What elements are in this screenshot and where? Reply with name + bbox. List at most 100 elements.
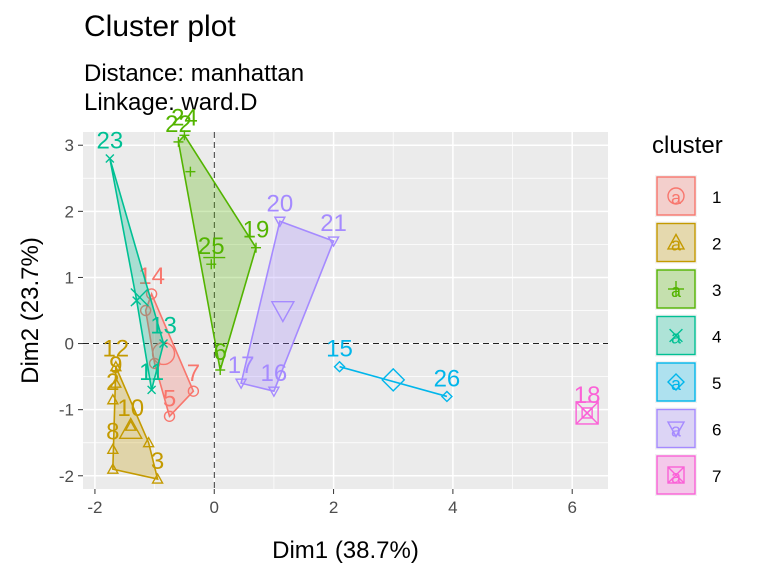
legend-label: 5 [712,374,721,393]
legend-key-bg [655,175,697,217]
legend-title: cluster [652,132,723,159]
chart-subtitle-linkage: Linkage: ward.D [84,89,258,116]
point-label: 2 [106,369,119,396]
y-tick-label: -1 [59,401,74,420]
data-point [327,236,340,248]
data-point [147,385,157,395]
y-tick-label: 3 [65,136,74,155]
data-point [179,130,190,141]
cluster-centroid [270,301,296,323]
data-point [215,365,226,375]
point-label: 9 [109,352,122,379]
data-point [151,472,164,484]
legend-key-marker [667,187,685,205]
data-point [139,304,152,317]
data-point [124,419,137,431]
data-point [333,360,346,373]
point-label: 20 [267,190,294,217]
point-label: 22 [165,111,192,138]
cluster-centroid [130,287,149,307]
legend-key-letter: a [671,421,682,441]
legend-key-marker [666,421,686,438]
legend-key-letter: a [671,374,682,394]
data-point [145,288,158,300]
legend-key-letter: a [671,281,682,301]
point-label: 6 [214,339,227,366]
legend-label: 7 [712,467,721,486]
legend-key-fill [656,408,696,449]
data-point [267,386,281,398]
data-point [109,376,123,388]
y-axis-label: Dim2 (23.7%) [17,237,44,384]
point-label: 13 [150,313,177,340]
cluster-7: 18 [574,382,601,425]
point-label: 26 [434,365,461,392]
y-tick-label: 0 [65,335,74,354]
data-point [185,166,196,177]
cluster-hull [112,366,159,481]
point-label: 16 [261,360,288,387]
point-label: 8 [106,418,119,445]
point-label: 10 [117,395,144,422]
legend-key-bg [655,407,697,450]
legend-key-marker [668,281,684,297]
data-point [159,339,169,349]
data-point [187,385,200,397]
x-tick-label: 2 [329,498,338,517]
cluster-hull [339,365,448,398]
data-point [163,410,176,422]
legend-label: 4 [712,328,721,347]
point-label: 19 [243,217,270,244]
cluster-centroid [381,367,406,392]
legend-key-letter: a [671,235,682,255]
data-point [106,462,120,474]
legend-key-letter: a [671,188,682,208]
legend-label: 6 [712,421,721,440]
data-point [234,378,248,390]
point-label: 7 [187,360,200,387]
point-label: 18 [574,382,601,409]
data-point [173,136,184,147]
legend-label: 3 [712,281,721,300]
point-label: 15 [326,336,353,363]
point-label: 3 [151,448,164,475]
x-axis-label: Dim1 (38.7%) [272,537,419,564]
legend-label: 2 [712,235,721,254]
point-label: 5 [163,385,176,412]
point-label: 11 [139,359,164,386]
data-point [142,436,155,448]
legend-label: 1 [712,188,721,207]
legend-key-fill [656,176,696,216]
y-tick-label: -2 [59,467,74,486]
chart-title: Cluster plot [84,10,236,43]
point-label: 21 [320,210,347,237]
legend-key-marker [666,233,686,250]
x-tick-label: 4 [448,498,457,517]
chart-subtitle-distance: Distance: manhattan [84,60,305,87]
data-point [106,442,120,455]
data-point [106,393,120,405]
cluster-centroid [203,246,226,269]
cluster-centroid [575,401,599,425]
legend-key-fill [656,222,696,263]
legend-key-letter: a [671,467,682,487]
x-tick-label: 0 [210,498,219,517]
data-layer: 1475129283102422192562313111526202116171… [96,104,601,484]
data-point [109,360,123,372]
grid-lines [83,132,608,489]
cluster-4: 23 13 11 [96,127,177,395]
cluster-centroid [118,417,143,439]
legend-key-marker [669,328,683,343]
point-label: 17 [228,352,255,379]
